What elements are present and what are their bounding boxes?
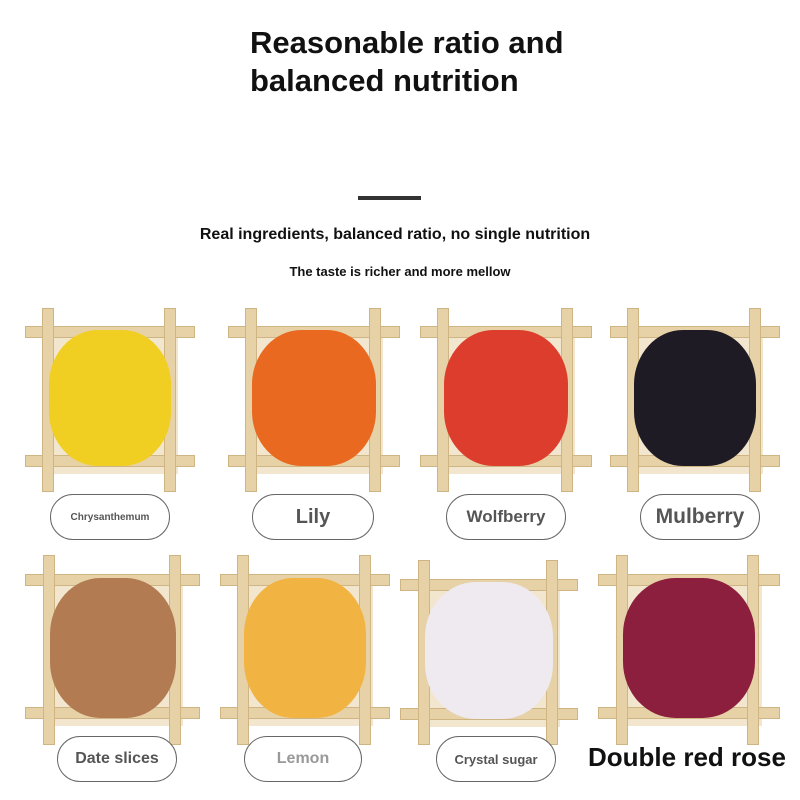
- ingredient-label: Date slices: [57, 736, 177, 782]
- ingredient-image: [48, 330, 172, 467]
- subtitle: Real ingredients, balanced ratio, no sin…: [199, 226, 591, 243]
- ingredient-image: [623, 577, 755, 719]
- ingredient-label: Mulberry: [640, 494, 760, 540]
- ingredient-label: Lily: [252, 494, 374, 540]
- ingredient-tray: [610, 308, 780, 492]
- ingredient-tray: [220, 555, 390, 745]
- ingredient-tray: [25, 308, 195, 492]
- ingredient-image: [633, 330, 757, 467]
- ingredient-tray: [420, 308, 592, 492]
- ingredient-label: Lemon: [244, 736, 362, 782]
- tagline: The taste is richer and more mellow: [289, 264, 511, 279]
- ingredient-tray: [25, 555, 200, 745]
- ingredient-label: Chrysanthemum: [50, 494, 170, 540]
- ingredient-tray: [400, 560, 578, 745]
- ingredient-label: Wolfberry: [446, 494, 566, 540]
- ingredient-label: Double red rose: [588, 742, 786, 772]
- ingredient-image: [424, 582, 554, 720]
- ingredient-tray: [598, 555, 780, 745]
- ingredient-image: [243, 577, 367, 719]
- divider: [358, 196, 421, 200]
- ingredient-label: Crystal sugar: [436, 736, 556, 782]
- ingredient-image: [252, 330, 376, 467]
- headline: Reasonable ratio and balanced nutrition: [250, 25, 564, 98]
- ingredient-image: [49, 577, 176, 719]
- ingredient-tray: [228, 308, 400, 492]
- ingredient-image: [444, 330, 568, 467]
